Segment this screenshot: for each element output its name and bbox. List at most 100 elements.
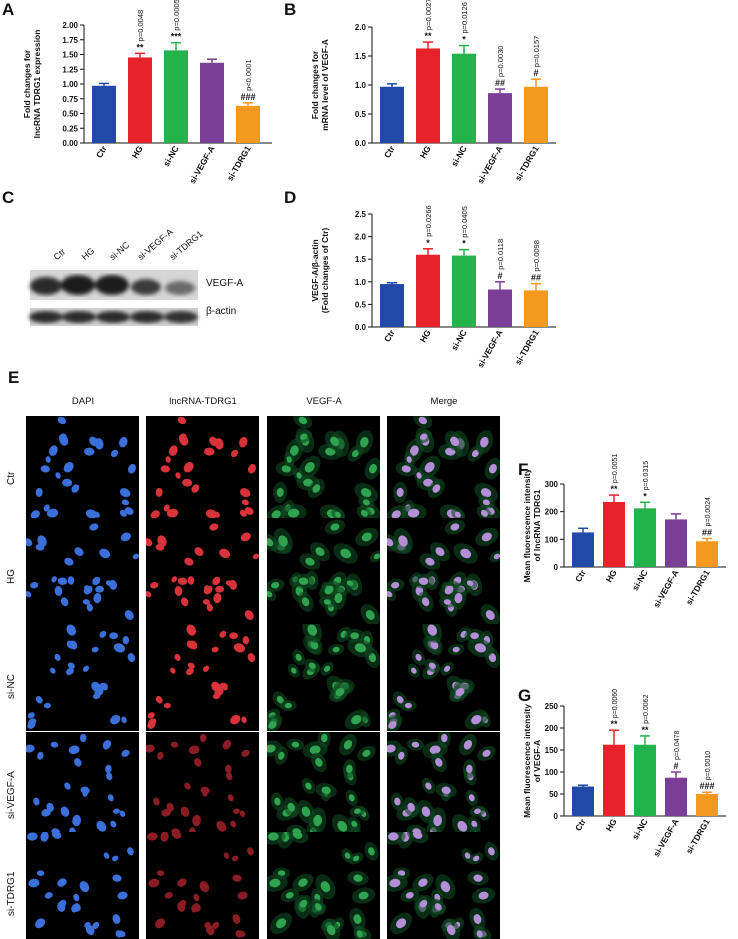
category-label: HG (418, 328, 433, 344)
significance-mark: ## (531, 273, 541, 283)
bar (665, 519, 687, 567)
y-axis-label-line1: Mean fluorescence intensity (522, 468, 532, 582)
y-tick-label: 2.0 (355, 233, 367, 242)
y-tick-label: 250 (545, 702, 559, 711)
western-blot: Ctr HG si-NC si-VEGF-A si-TDRG1 VEGF-A β… (29, 208, 280, 328)
significance-mark: * (426, 238, 430, 248)
cell-field (27, 832, 134, 938)
y-tick-label: 0.5 (355, 110, 367, 119)
category-label: HG (130, 144, 145, 160)
y-tick-label: 1.00 (62, 80, 78, 89)
beta-actin-bands (29, 311, 198, 323)
p-value-label: p=0.0010 (705, 751, 712, 780)
p-value-label: p=0.0024 (705, 497, 712, 526)
micrograph (267, 416, 380, 523)
micrograph (387, 732, 500, 839)
p-value-label: p=0.0315 (643, 461, 650, 490)
y-tick-label: 50 (549, 790, 558, 799)
bar (416, 254, 440, 327)
cell-field (267, 416, 380, 523)
cell-field (27, 624, 136, 729)
category-label: si-TDRG1 (684, 817, 712, 856)
category-label: si-TDRG1 (513, 328, 541, 367)
row-header: si-VEGF-A (6, 771, 17, 819)
chart-g: 0 50 100 150 200 250 Mean fluorescence intensi… (522, 689, 726, 858)
y-tick-label: 0.50 (62, 110, 78, 119)
chart-f: 0 100 200 300 Mean fluorescence intensity of… (522, 454, 726, 609)
bar (488, 289, 512, 327)
p-value-label: p=0.0005 (172, 0, 181, 31)
p-value-label: p<0.0001 (244, 59, 253, 91)
y-tick-label: 1.5 (355, 255, 367, 264)
chart-b: 0.0 0.5 1.0 1.5 2.0 Fold changes for mRNA lev… (310, 0, 556, 185)
panel-letter-g: G (518, 686, 532, 705)
category-label: si-NC (630, 568, 650, 592)
panel-letter-f: F (518, 460, 529, 479)
y-tick-label: 0 (554, 812, 559, 821)
significance-mark: * (462, 239, 466, 249)
bar (164, 50, 188, 144)
bar (665, 777, 687, 816)
p-value-label: p=0.0027 (424, 0, 433, 30)
p-value-label: p=0.0062 (643, 694, 650, 723)
micrograph (267, 832, 380, 939)
y-tick-label: 0.0 (355, 139, 367, 148)
y-tick-label: 200 (545, 508, 559, 517)
significance-mark: ** (610, 719, 618, 729)
category-label: si-VEGF-A (651, 817, 681, 858)
bar (524, 290, 548, 327)
bar (572, 532, 594, 567)
category-label: HG (604, 568, 619, 584)
significance-mark: ### (240, 92, 255, 102)
p-value-label: p=0.0478 (674, 731, 681, 760)
micrograph (146, 832, 259, 939)
y-axis-label-line2: of VEGF-A (532, 740, 542, 783)
bar (488, 93, 512, 143)
p-value-label: p=0.0118 (496, 239, 505, 270)
cell-field (387, 519, 500, 625)
panel-letter-e: E (8, 368, 20, 387)
p-value-label: p=0.0048 (136, 10, 145, 42)
category-label: si-NC (449, 144, 469, 168)
y-tick-label: 1.25 (62, 65, 78, 74)
y-tick-label: 0.00 (62, 139, 78, 148)
category-label: Ctr (382, 327, 397, 343)
y-tick-label: 0.25 (62, 124, 78, 133)
column-header-merge: Merge (430, 396, 458, 407)
bar (128, 57, 152, 144)
cell-field (147, 832, 254, 938)
micrograph (387, 624, 500, 731)
micrograph (146, 518, 259, 625)
bar (603, 501, 625, 567)
bar (416, 48, 440, 143)
y-tick-label: 1.0 (355, 81, 367, 90)
chart-a: 0.00 0.25 0.50 0.75 1.00 1.25 1.50 1.75 2.00 Fold… (22, 0, 272, 185)
y-tick-label: 100 (545, 535, 559, 544)
cell-field (387, 624, 500, 731)
y-tick-label: 300 (545, 480, 559, 489)
category-label: si-VEGF-A (475, 328, 505, 369)
y-axis-label-line1: Fold changes for (310, 50, 320, 119)
cell-field (267, 732, 376, 839)
panel-letter-d: D (284, 188, 297, 207)
micrograph (267, 624, 380, 731)
y-axis-label-line2: (Fold changes of Ctr) (320, 228, 330, 314)
micrograph (267, 732, 380, 839)
panel-letter-c: C (2, 188, 15, 207)
cell-field (387, 732, 496, 839)
bar (452, 255, 476, 327)
panel-letter-a: A (2, 0, 15, 19)
y-axis-label-line1: Fold changes for (22, 49, 32, 118)
blot-lane-label: Ctr (51, 246, 68, 262)
blot-band-label-actin: β-actin (206, 306, 237, 317)
y-tick-label: 2.00 (62, 21, 78, 30)
y-tick-label: 150 (545, 746, 559, 755)
bar (380, 86, 404, 143)
y-axis-label-line2: of lncRNA TDRG1 (532, 489, 542, 561)
category-label: si-VEGF-A (651, 568, 681, 609)
row-header: si-TDRG1 (6, 871, 17, 916)
p-value-label: p=0.0157 (532, 36, 541, 68)
significance-mark: ** (641, 725, 649, 735)
bar (603, 744, 625, 816)
y-tick-label: 0 (554, 563, 559, 572)
